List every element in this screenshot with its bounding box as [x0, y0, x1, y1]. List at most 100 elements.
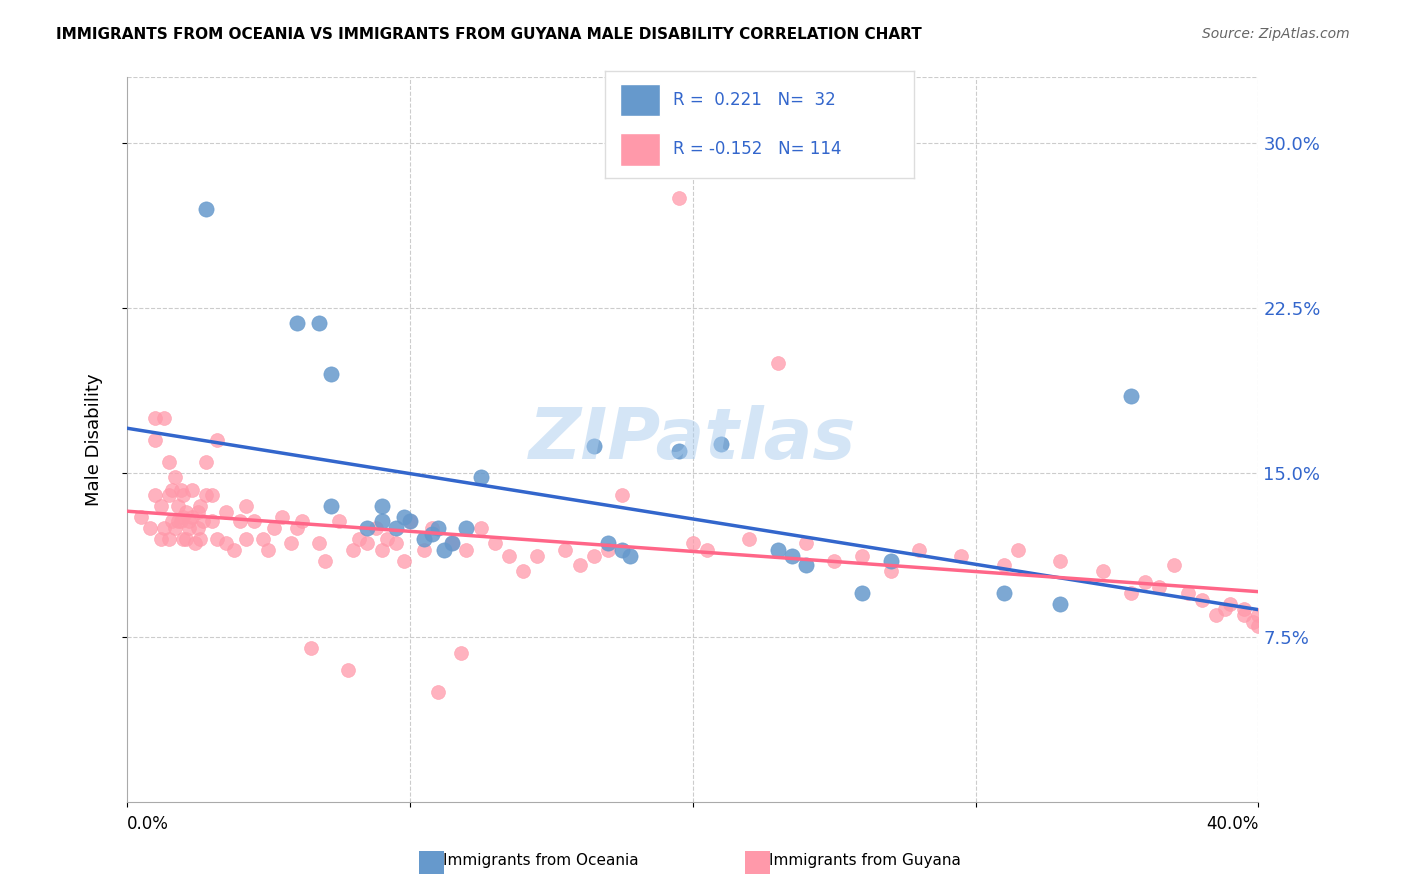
Point: [1213, 602, 1236, 616]
Point: [696, 542, 718, 557]
Point: [682, 536, 704, 550]
Point: [413, 542, 436, 557]
Point: [143, 488, 166, 502]
Point: [356, 520, 378, 534]
Point: [201, 488, 224, 502]
Point: [181, 509, 204, 524]
Point: [441, 536, 464, 550]
Point: [370, 499, 392, 513]
Point: [610, 542, 633, 557]
Point: [229, 514, 252, 528]
Point: [766, 356, 789, 370]
Point: [201, 514, 224, 528]
Point: [1177, 586, 1199, 600]
Point: [314, 553, 336, 567]
FancyBboxPatch shape: [620, 134, 661, 166]
Point: [285, 317, 308, 331]
Text: R = -0.152   N= 114: R = -0.152 N= 114: [672, 141, 841, 159]
Point: [375, 532, 398, 546]
Point: [143, 433, 166, 447]
Point: [619, 549, 641, 563]
Point: [138, 520, 160, 534]
Point: [291, 514, 314, 528]
Point: [851, 586, 873, 600]
Point: [190, 532, 212, 546]
Point: [157, 532, 180, 546]
Point: [143, 410, 166, 425]
Point: [880, 553, 903, 567]
Point: [193, 514, 215, 528]
Text: Immigrants from Guyana: Immigrants from Guyana: [769, 854, 960, 868]
Point: [427, 685, 450, 699]
Point: [794, 558, 817, 572]
Point: [163, 520, 186, 534]
Point: [398, 514, 420, 528]
Point: [441, 536, 464, 550]
Point: [433, 542, 456, 557]
Point: [1149, 580, 1171, 594]
Text: R =  0.221   N=  32: R = 0.221 N= 32: [672, 91, 835, 109]
Point: [780, 549, 803, 563]
Point: [1121, 389, 1143, 403]
Point: [908, 542, 931, 557]
Point: [149, 499, 172, 513]
Point: [235, 532, 257, 546]
Point: [993, 586, 1015, 600]
Point: [596, 542, 619, 557]
Point: [347, 532, 370, 546]
Point: [526, 549, 548, 563]
Point: [207, 433, 229, 447]
Point: [710, 437, 733, 451]
Point: [794, 536, 817, 550]
Point: [384, 520, 406, 534]
Point: [422, 520, 444, 534]
Point: [1247, 608, 1270, 623]
Point: [169, 483, 191, 498]
Point: [668, 443, 690, 458]
Point: [328, 514, 350, 528]
Point: [392, 553, 415, 567]
Point: [851, 549, 873, 563]
Point: [1233, 602, 1256, 616]
Point: [285, 520, 308, 534]
Point: [179, 514, 201, 528]
Point: [173, 488, 195, 502]
Point: [1241, 615, 1264, 629]
Point: [187, 520, 209, 534]
Point: [1135, 575, 1157, 590]
Point: [243, 514, 266, 528]
Point: [484, 536, 506, 550]
Point: [176, 532, 198, 546]
Point: [173, 532, 195, 546]
Text: IMMIGRANTS FROM OCEANIA VS IMMIGRANTS FROM GUYANA MALE DISABILITY CORRELATION CH: IMMIGRANTS FROM OCEANIA VS IMMIGRANTS FR…: [56, 27, 922, 42]
Point: [319, 367, 342, 381]
Point: [187, 505, 209, 519]
Point: [392, 509, 415, 524]
Point: [766, 542, 789, 557]
Point: [129, 509, 152, 524]
Point: [1191, 593, 1213, 607]
Point: [582, 549, 605, 563]
Point: [184, 536, 207, 550]
Point: [157, 455, 180, 469]
Point: [152, 520, 174, 534]
Point: [823, 553, 845, 567]
Point: [596, 536, 619, 550]
Point: [668, 191, 690, 205]
Point: [450, 646, 472, 660]
Point: [157, 488, 180, 502]
Point: [263, 520, 285, 534]
Point: [207, 532, 229, 546]
Point: [280, 536, 302, 550]
Point: [166, 514, 188, 528]
Point: [993, 558, 1015, 572]
Text: 0.0%: 0.0%: [127, 815, 169, 833]
Point: [173, 509, 195, 524]
Point: [160, 483, 183, 498]
Point: [384, 536, 406, 550]
Point: [1205, 608, 1227, 623]
Point: [215, 536, 238, 550]
Point: [422, 527, 444, 541]
Point: [149, 532, 172, 546]
Point: [163, 470, 186, 484]
